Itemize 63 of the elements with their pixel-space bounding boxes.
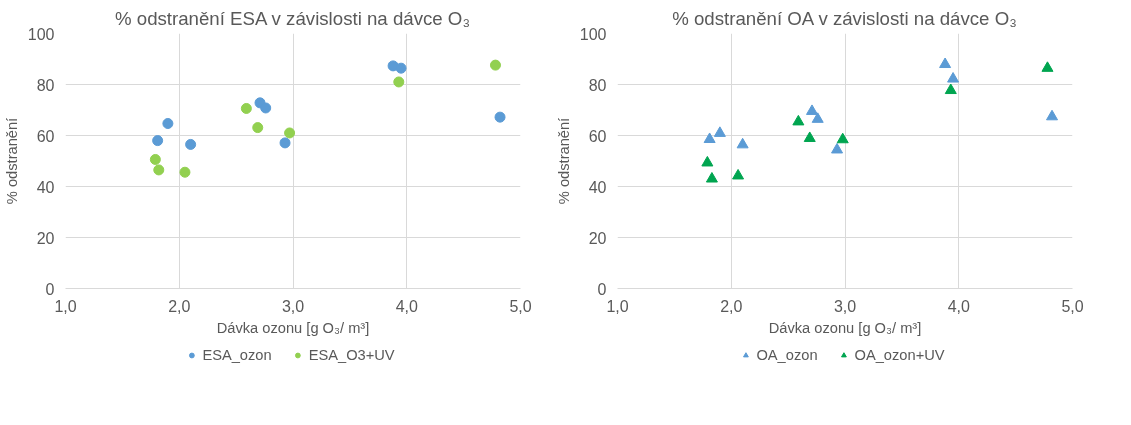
x-axis-title: Dávka ozonu [g O₃/ m³] — [216, 319, 370, 336]
point — [792, 114, 805, 126]
point — [713, 126, 726, 137]
y-tick-label: 60 — [588, 127, 607, 145]
x-tick-label: 3,0 — [281, 297, 305, 315]
point — [152, 135, 164, 147]
point — [252, 122, 264, 134]
point — [732, 168, 745, 180]
point — [240, 102, 252, 114]
y-axis-title: % odstranění — [3, 117, 20, 205]
x-tick-label: 2,0 — [168, 297, 191, 315]
point — [939, 57, 952, 69]
y-tick-label: 40 — [588, 178, 607, 196]
point — [736, 137, 749, 149]
point — [494, 111, 506, 123]
y-tick-label: 0 — [597, 280, 607, 298]
point — [803, 131, 816, 142]
point — [395, 62, 407, 74]
point — [260, 102, 272, 114]
y-tick-label: 20 — [36, 229, 55, 247]
chart-title: % odstranění OA v závislosti na dávce O₃ — [672, 7, 1017, 29]
point — [1046, 109, 1059, 121]
point — [393, 76, 405, 88]
x-tick-label: 1,0 — [606, 297, 629, 315]
point — [153, 164, 165, 176]
y-axis-title: % odstranění — [555, 117, 572, 205]
point — [811, 112, 824, 123]
legend-label: ESA_O3+UV — [308, 347, 395, 363]
point — [836, 132, 849, 144]
y-tick-label: 100 — [27, 25, 55, 43]
point — [1041, 61, 1054, 72]
legend-label: OA_ozon+UV — [854, 347, 945, 363]
y-tick-label: 80 — [36, 76, 55, 94]
point — [149, 153, 161, 165]
y-tick-label: 40 — [36, 178, 55, 196]
point — [831, 142, 844, 154]
point — [185, 138, 197, 150]
point — [279, 137, 291, 149]
chart-title: % odstranění ESA v závislosti na dávce O₃ — [114, 7, 470, 29]
point — [944, 83, 957, 95]
y-tick-label: 80 — [588, 76, 607, 94]
x-tick-label: 4,0 — [395, 297, 418, 315]
x-tick-label: 3,0 — [833, 297, 857, 315]
y-tick-label: 20 — [588, 229, 607, 247]
y-tick-label: 100 — [579, 25, 607, 43]
x-tick-label: 4,0 — [947, 297, 970, 315]
point — [701, 155, 714, 167]
point — [947, 72, 960, 83]
legend-label: OA_ozon — [756, 347, 818, 363]
x-tick-label: 5,0 — [509, 297, 532, 315]
y-tick-label: 0 — [45, 280, 55, 298]
point — [179, 166, 191, 178]
x-axis-title: Dávka ozonu [g O₃/ m³] — [768, 319, 922, 336]
point — [284, 127, 296, 139]
point — [705, 172, 718, 183]
x-tick-label: 1,0 — [54, 297, 77, 315]
point — [489, 59, 501, 71]
x-tick-label: 5,0 — [1061, 297, 1084, 315]
y-tick-label: 60 — [36, 127, 55, 145]
point — [703, 132, 716, 143]
point — [162, 118, 174, 130]
x-tick-label: 2,0 — [720, 297, 743, 315]
legend-label: ESA_ozon — [202, 347, 272, 363]
